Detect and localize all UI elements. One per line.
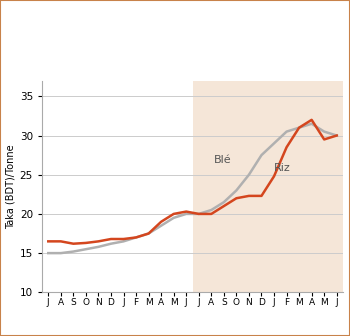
Text: Figure 14.: Figure 14. — [14, 18, 82, 32]
Bar — [193, 81, 343, 292]
Text: Prix de détail pour le blé et le riz au Bangladesh: Prix de détail pour le blé et le riz au … — [54, 18, 343, 32]
Y-axis label: Taka (BDT)/Tonne: Taka (BDT)/Tonne — [6, 144, 15, 229]
Text: Blé: Blé — [214, 155, 231, 165]
Text: Riz: Riz — [274, 163, 291, 173]
